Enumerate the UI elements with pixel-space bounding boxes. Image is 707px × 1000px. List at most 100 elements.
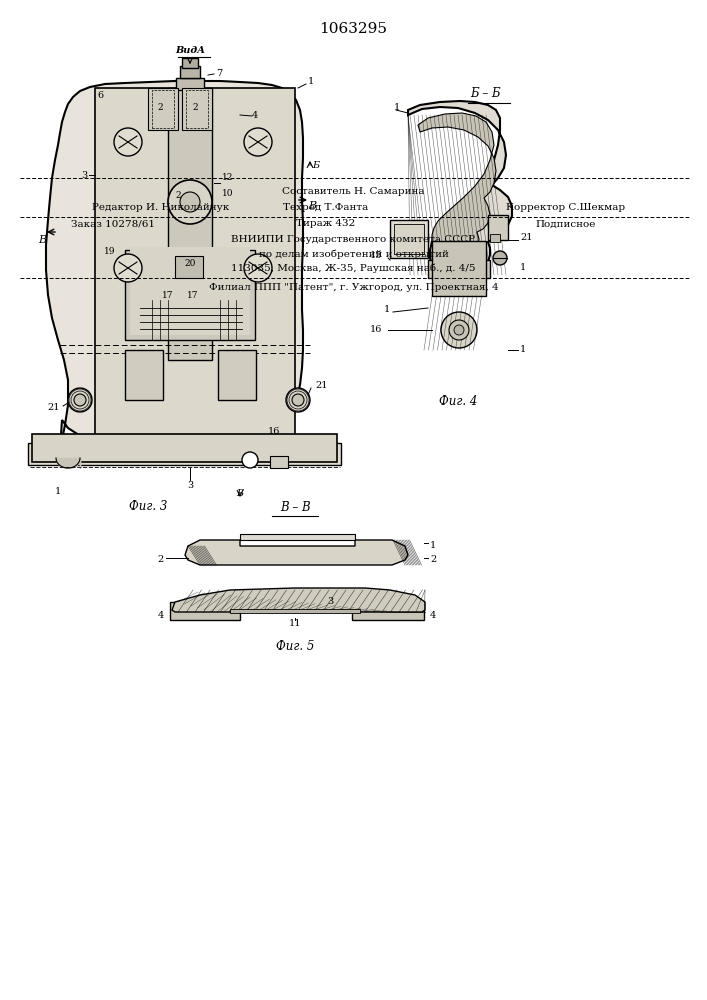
Text: 6: 6: [97, 92, 103, 101]
Text: Б: Б: [312, 160, 319, 169]
Text: 21: 21: [520, 233, 532, 242]
Text: 2: 2: [430, 556, 436, 564]
Polygon shape: [408, 101, 512, 277]
Text: Подписное: Подписное: [535, 220, 596, 229]
Bar: [432, 241, 486, 296]
Text: 20: 20: [185, 258, 196, 267]
Bar: [125, 250, 255, 340]
Circle shape: [454, 325, 464, 335]
Bar: [180, 66, 200, 78]
Text: Редактор И. Николайчук: Редактор И. Николайчук: [92, 202, 229, 212]
Text: 1: 1: [394, 104, 400, 112]
Bar: [170, 602, 240, 620]
Text: ВНИИПИ Государственного комитета СССР: ВНИИПИ Государственного комитета СССР: [231, 235, 476, 244]
Polygon shape: [172, 588, 425, 612]
Text: 1: 1: [384, 306, 390, 314]
Text: 2: 2: [157, 104, 163, 112]
Text: 3: 3: [187, 481, 193, 489]
Text: 10: 10: [222, 188, 233, 198]
Circle shape: [242, 452, 258, 468]
Text: Тираж 432: Тираж 432: [296, 220, 355, 229]
Polygon shape: [46, 81, 303, 450]
Text: Фиг. 4: Фиг. 4: [439, 395, 477, 408]
Circle shape: [68, 388, 92, 412]
Text: 1: 1: [55, 488, 61, 496]
Bar: [428, 260, 490, 278]
Text: 4: 4: [158, 611, 164, 620]
Bar: [240, 534, 355, 540]
Circle shape: [74, 394, 86, 406]
Text: 2: 2: [175, 190, 181, 200]
Text: 1: 1: [308, 78, 314, 87]
Text: Б – Б: Б – Б: [470, 87, 501, 100]
Text: 11: 11: [288, 619, 301, 629]
Text: Б: Б: [236, 489, 244, 498]
Text: В – В: В – В: [280, 501, 310, 514]
Text: 7: 7: [216, 68, 222, 78]
Text: 1: 1: [430, 542, 436, 550]
Bar: [125, 350, 163, 400]
Circle shape: [449, 320, 469, 340]
Circle shape: [244, 254, 272, 282]
Bar: [390, 220, 428, 258]
Text: 4: 4: [252, 110, 258, 119]
Circle shape: [180, 192, 200, 212]
Text: 4: 4: [430, 611, 436, 620]
Circle shape: [114, 128, 142, 156]
Circle shape: [441, 312, 477, 348]
Bar: [490, 234, 500, 242]
Bar: [148, 88, 178, 130]
Text: 2: 2: [158, 556, 164, 564]
Text: 1: 1: [520, 346, 526, 355]
Text: по делам изобретений и открытий: по делам изобретений и открытий: [259, 249, 448, 259]
Text: Фиг. 3: Фиг. 3: [129, 500, 167, 513]
Bar: [230, 609, 360, 613]
Text: 19: 19: [103, 247, 115, 256]
Text: ВидА: ВидА: [175, 46, 205, 55]
Text: 16: 16: [370, 326, 382, 334]
Bar: [218, 350, 256, 400]
Bar: [394, 224, 424, 254]
Text: Филиал ППП "Патент", г. Ужгород, ул. Проектная, 4: Филиал ППП "Патент", г. Ужгород, ул. Про…: [209, 282, 498, 292]
Circle shape: [493, 251, 507, 265]
Bar: [186, 90, 208, 128]
Text: 1: 1: [520, 263, 526, 272]
Bar: [152, 90, 174, 128]
Bar: [32, 434, 337, 462]
Text: Заказ 10278/61: Заказ 10278/61: [71, 220, 155, 229]
Text: 12: 12: [222, 174, 233, 182]
Text: 21: 21: [47, 403, 60, 412]
Bar: [175, 256, 203, 278]
Polygon shape: [185, 540, 408, 565]
Text: 17: 17: [187, 292, 199, 300]
Circle shape: [286, 388, 310, 412]
Bar: [488, 215, 508, 240]
Polygon shape: [418, 113, 496, 258]
Circle shape: [244, 128, 272, 156]
Bar: [168, 88, 212, 360]
Text: Техред Т.Фанта: Техред Т.Фанта: [283, 202, 368, 212]
Bar: [182, 88, 212, 130]
Text: В: В: [38, 235, 46, 245]
Text: 113035, Москва, Ж-35, Раушская наб., д. 4/5: 113035, Москва, Ж-35, Раушская наб., д. …: [231, 263, 476, 273]
Bar: [176, 78, 204, 90]
Text: 3: 3: [327, 597, 333, 606]
Bar: [182, 58, 198, 68]
Circle shape: [292, 394, 304, 406]
Text: 15: 15: [370, 250, 382, 259]
Text: 21: 21: [315, 380, 327, 389]
Text: Составитель Н. Самарина: Составитель Н. Самарина: [282, 188, 425, 196]
Text: В: В: [308, 201, 316, 211]
Bar: [130, 247, 250, 335]
Text: Фиг. 5: Фиг. 5: [276, 640, 314, 653]
Circle shape: [168, 180, 212, 224]
Text: 1063295: 1063295: [319, 22, 387, 36]
Text: 2: 2: [192, 104, 198, 112]
Circle shape: [114, 254, 142, 282]
Bar: [28, 443, 341, 465]
Bar: [352, 602, 424, 620]
Text: 16: 16: [268, 428, 281, 436]
Text: 3: 3: [81, 170, 87, 180]
Text: Корректор С.Шекмар: Корректор С.Шекмар: [506, 202, 625, 212]
Bar: [270, 456, 288, 468]
